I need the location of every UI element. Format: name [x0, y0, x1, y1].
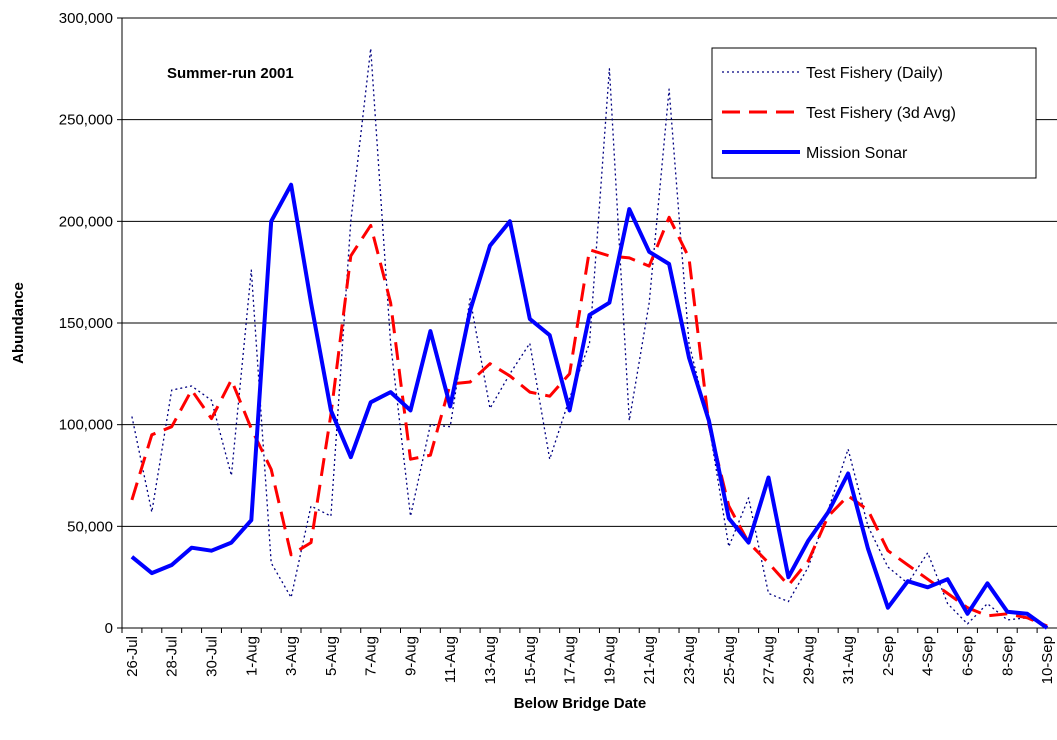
series-line — [130, 215, 1048, 628]
y-tick-label: 250,000 — [59, 112, 113, 129]
series-line — [130, 182, 1049, 630]
series-line — [131, 47, 1048, 627]
y-tick-label: 200,000 — [59, 213, 113, 230]
x-tick-label: 3-Aug — [283, 636, 300, 676]
x-tick-label: 25-Aug — [721, 636, 738, 684]
x-tick-label: 17-Aug — [562, 636, 579, 684]
y-tick-label: 0 — [105, 620, 113, 637]
x-tick-label: 15-Aug — [522, 636, 539, 684]
x-tick-label: 11-Aug — [442, 636, 459, 683]
legend-label: Test Fishery (Daily) — [806, 65, 943, 82]
y-tick-label: 100,000 — [59, 417, 113, 434]
legend-label: Mission Sonar — [806, 145, 908, 162]
x-tick-label: 21-Aug — [641, 636, 658, 684]
y-tick-label: 150,000 — [59, 315, 113, 332]
legend-label: Test Fishery (3d Avg) — [806, 105, 956, 122]
x-tick-label: 1-Aug — [243, 636, 260, 676]
x-tick-label: 31-Aug — [840, 636, 857, 684]
x-tick-label: 29-Aug — [800, 636, 817, 684]
x-tick-label: 7-Aug — [363, 636, 380, 676]
x-tick-label: 9-Aug — [402, 636, 419, 676]
x-tick-label: 23-Aug — [681, 636, 698, 684]
x-tick-label: 2-Sep — [880, 636, 897, 676]
x-tick-label: 26-Jul — [124, 636, 141, 677]
x-tick-label: 6-Sep — [959, 636, 976, 676]
x-tick-label: 4-Sep — [920, 636, 937, 676]
x-tick-label: 5-Aug — [323, 636, 340, 676]
y-tick-label: 300,000 — [59, 10, 113, 27]
x-tick-label: 19-Aug — [601, 636, 618, 684]
x-tick-label: 8-Sep — [999, 636, 1016, 676]
x-tick-label: 28-Jul — [164, 636, 181, 677]
x-tick-label: 10-Sep — [1039, 636, 1056, 684]
x-axis-title: Below Bridge Date — [514, 695, 647, 712]
annotation: Summer-run 2001 — [167, 65, 294, 82]
x-tick-label: 13-Aug — [482, 636, 499, 684]
x-tick-label: 30-Jul — [204, 636, 221, 677]
y-axis-title: Abundance — [10, 282, 27, 364]
x-tick-label: 27-Aug — [761, 636, 778, 684]
y-tick-label: 50,000 — [67, 518, 113, 535]
